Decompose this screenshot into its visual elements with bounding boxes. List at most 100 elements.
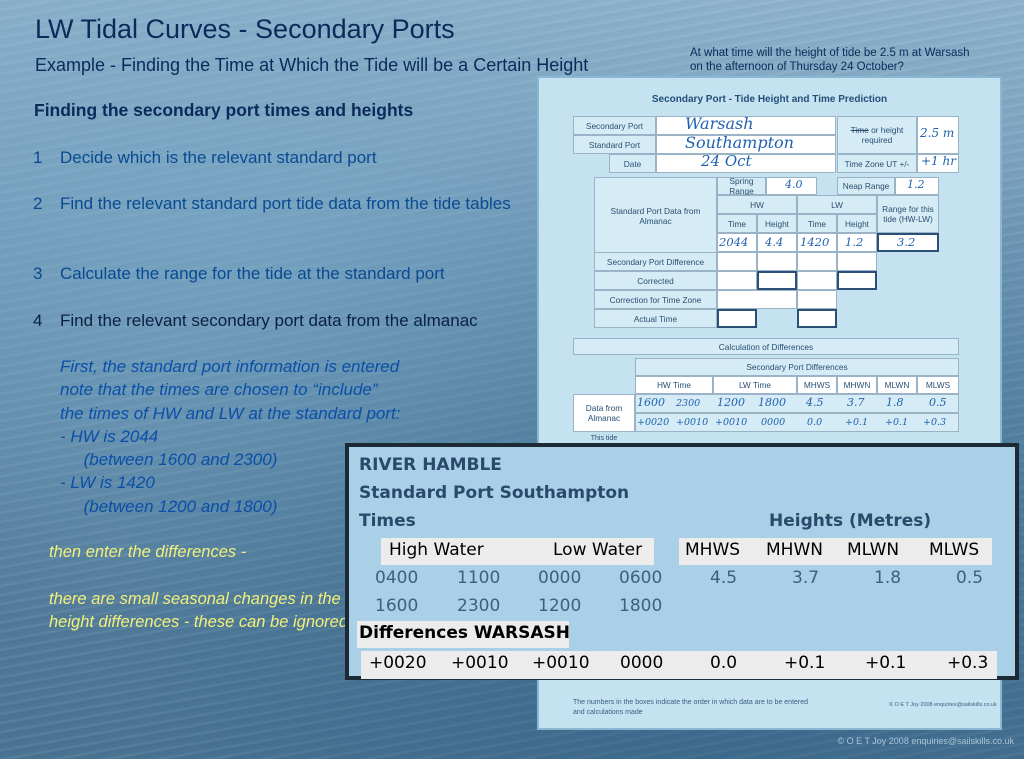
col-header-mlwn: MLWN [877,376,917,394]
form-row1-lw-2: 1800 [758,396,786,409]
yellow-note-differences: then enter the differences - [49,543,247,561]
diff-mhws: 0.0 [710,653,738,673]
corrected-cell [837,271,877,290]
lw-header: LW [797,195,877,214]
almanac-hw-time-4: 2300 [457,596,501,616]
differences-warsash-label: Differences WARSASH [359,623,571,643]
question-line-1: At what time will the height of tide be … [690,47,970,59]
step-text: Decide which is the relevant standard po… [60,148,377,167]
step-number: 4 [33,311,43,330]
diff-mlws: +0.3 [947,653,989,673]
corrected-cell [797,271,837,290]
step-text: Find the relevant standard port tide dat… [60,194,511,213]
data-from-almanac-label: Data from Almanac [573,394,635,432]
hw-height-value: 4.4 [765,235,784,249]
col-header-mhwn: MHWN [837,376,877,394]
question-line-2: on the afternoon of Thursday 24 October? [690,61,904,73]
actual-time-cell [797,309,837,328]
hw-header: HW [717,195,797,214]
range-header: Range for this tide (HW-LW) [877,195,939,233]
spring-range-cell [766,177,817,195]
hw-time-cell [717,233,757,252]
required-height-value: 2.5 m [920,126,955,140]
actual-time-label: Actual Time [594,309,717,328]
required-text: required [861,135,893,145]
almanac-heights-label: Heights (Metres) [769,511,932,531]
step-text: Find the relevant secondary port data fr… [60,311,478,330]
note-line: - HW is 2044 [60,426,159,446]
note-line: - LW is 1420 [60,473,155,493]
hw-height-cell [757,233,797,252]
form-row2-mhwn: +0.1 [845,417,869,428]
lw-height-value: 1.2 [845,235,864,249]
note-line: (between 1200 and 1800) [60,496,278,516]
diff-lw-2: 0000 [620,653,664,673]
lw-time-header: Time [797,214,837,233]
corrected-cell [717,271,757,290]
step-number: 3 [33,264,43,283]
diff-mlwn: +0.1 [865,653,907,673]
high-water-header: High Water [389,540,484,560]
standard-port-label: Standard Port [573,135,656,154]
form-row2-lw-1: +0010 [715,417,748,428]
neap-range-label: Neap Range [837,177,895,195]
form-row1-hw-2: 2300 [676,398,701,409]
lw-time-value: 1420 [800,235,830,249]
form-row1-mlwn: 1.8 [886,396,904,409]
form-row2-lw-2: 0000 [761,417,786,428]
mlws-header: MLWS [929,540,980,560]
diff-hw-1: +0020 [369,653,427,673]
step-number: 1 [33,148,43,167]
timezone-cell [917,154,959,173]
diff-cell [837,252,877,271]
secondary-port-cell [656,116,836,135]
form-row1-hw-1: 1600 [637,396,665,409]
diff-cell [797,252,837,271]
secondary-port-difference-label: Secondary Port Difference [594,252,717,271]
almanac-hw-time-3: 1600 [375,596,419,616]
col-header-mhws: MHWS [797,376,837,394]
lw-height-header: Height [837,214,877,233]
calculation-of-differences-label: Calculation of Differences [573,338,959,355]
water-header-band [381,538,654,565]
timezone-value: +1 hr [921,154,956,168]
standard-port-cell [656,135,836,154]
lw-time-cell [797,233,837,252]
almanac-row-1 [635,394,959,413]
step-number: 2 [33,194,43,213]
tz-correction-cell [797,290,837,309]
neap-range-cell [895,177,939,195]
col-header-hw-time: HW Time [635,376,713,394]
diff-cell [717,252,757,271]
standard-port-data-label: Standard Port Data from Almanac [594,177,717,254]
almanac-lw-time-4: 1800 [619,596,663,616]
almanac-mlws: 0.5 [956,568,984,588]
secondary-port-value: Warsash [685,114,754,133]
almanac-lw-time-1: 0000 [538,568,582,588]
diff-lw-1: +0010 [532,653,590,673]
time-struck-text: Time [850,125,869,135]
form-copyright: © O E T Joy 2008 enquiries@sailskills.co… [889,702,997,708]
spring-range-value: 4.0 [785,178,803,191]
slide-copyright: © O E T Joy 2008 enquiries@sailskills.co… [837,736,1014,746]
note-line: note that the times are chosen to “inclu… [60,380,378,400]
time-or-height-label: Time or height required [837,116,917,154]
heights-header-band [679,538,992,565]
col-header-lw-time: LW Time [713,376,797,394]
note-line: First, the standard port information is … [60,357,400,376]
range-cell [877,233,939,252]
almanac-heading-place: RIVER HAMBLE [359,455,502,475]
notes: First, the standard port information is … [60,355,480,518]
corrected-cell [757,271,797,290]
corrected-label: Corrected [594,271,717,290]
date-cell [656,154,836,173]
step-text: Calculate the range for the tide at the … [60,264,445,283]
form-row2-mhws: 0.0 [807,417,823,428]
diff-cell [757,252,797,271]
diff-mhwn: +0.1 [784,653,826,673]
form-row2-hw-2: +0010 [676,417,709,428]
form-row2-hw-1: +0020 [637,417,670,428]
mlwn-header: MLWN [847,540,900,560]
form-row2-mlws: +0.3 [923,417,947,428]
almanac-row-2 [635,413,959,432]
